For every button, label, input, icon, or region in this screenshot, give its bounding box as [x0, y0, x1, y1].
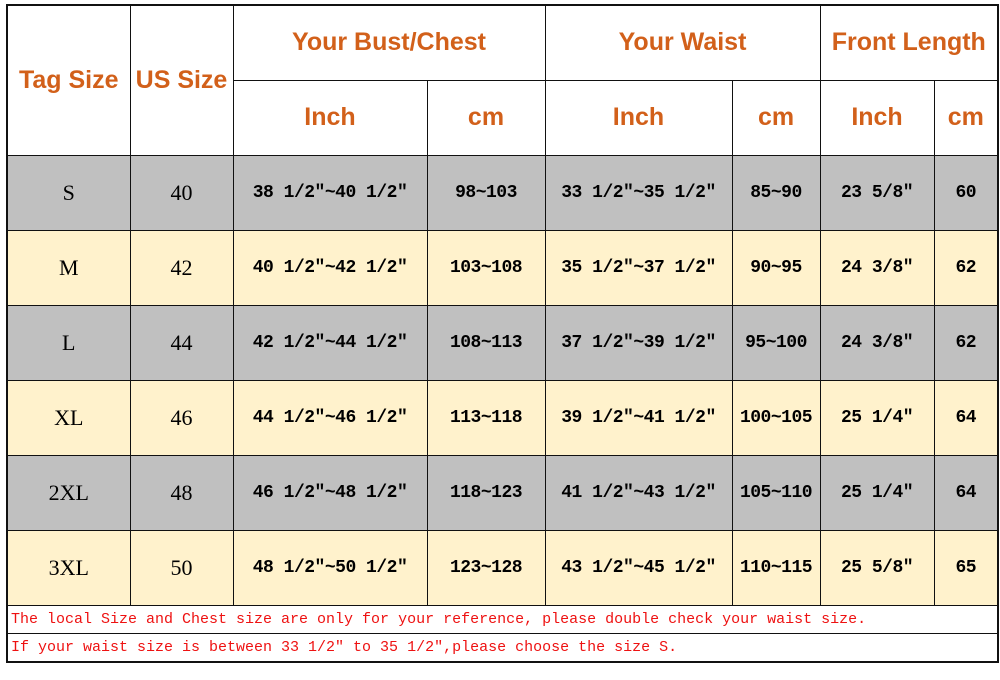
us-size-cell: 44 [129, 304, 234, 381]
waist-inch-cell: 37 1/2"~39 1/2" [544, 304, 733, 381]
length-cm-cell: 64 [933, 379, 999, 456]
waist-cm-cell: 105~110 [731, 454, 821, 531]
length-cm-cell: 62 [933, 229, 999, 306]
us-size-cell: 40 [129, 154, 234, 231]
bust-cm-cell: 113~118 [426, 379, 546, 456]
header-us-size: US Size [129, 4, 234, 156]
table-row: 2XL 48 46 1/2"~48 1/2" 118~123 41 1/2"~43 1/… [6, 454, 999, 531]
bust-cm-cell: 123~128 [426, 529, 546, 606]
length-inch-cell: 23 5/8" [819, 154, 935, 231]
us-size-cell: 42 [129, 229, 234, 306]
note-text: The local Size and Chest size are only f… [6, 604, 999, 634]
header-waist-inch: Inch [544, 79, 733, 156]
table-row: S 40 38 1/2"~40 1/2" 98~103 33 1/2"~35 1/2" 8… [6, 154, 999, 231]
bust-inch-cell: 48 1/2"~50 1/2" [232, 529, 428, 606]
length-cm-cell: 65 [933, 529, 999, 606]
bust-cm-cell: 103~108 [426, 229, 546, 306]
header-bust-cm: cm [426, 79, 546, 156]
waist-cm-cell: 90~95 [731, 229, 821, 306]
bust-cm-cell: 98~103 [426, 154, 546, 231]
tag-size-cell: XL [6, 379, 131, 456]
note-text: If your waist size is between 33 1/2" to… [6, 632, 999, 662]
tag-size-cell: L [6, 304, 131, 381]
header-waist: Your Waist [544, 4, 821, 81]
tag-size-cell: M [6, 229, 131, 306]
waist-inch-cell: 41 1/2"~43 1/2" [544, 454, 733, 531]
bust-inch-cell: 46 1/2"~48 1/2" [232, 454, 428, 531]
header-bust: Your Bust/Chest [232, 4, 546, 81]
length-cm-cell: 60 [933, 154, 999, 231]
length-inch-cell: 24 3/8" [819, 304, 935, 381]
waist-inch-cell: 33 1/2"~35 1/2" [544, 154, 733, 231]
length-cm-cell: 62 [933, 304, 999, 381]
length-inch-cell: 25 1/4" [819, 454, 935, 531]
tag-size-cell: 2XL [6, 454, 131, 531]
waist-inch-cell: 35 1/2"~37 1/2" [544, 229, 733, 306]
bust-cm-cell: 118~123 [426, 454, 546, 531]
length-inch-cell: 24 3/8" [819, 229, 935, 306]
header-length-inch: Inch [819, 79, 935, 156]
table-row: XL 46 44 1/2"~46 1/2" 113~118 39 1/2"~41 1/2… [6, 379, 999, 456]
waist-inch-cell: 43 1/2"~45 1/2" [544, 529, 733, 606]
length-cm-cell: 64 [933, 454, 999, 531]
header-waist-cm: cm [731, 79, 821, 156]
waist-inch-cell: 39 1/2"~41 1/2" [544, 379, 733, 456]
length-inch-cell: 25 1/4" [819, 379, 935, 456]
tag-size-cell: 3XL [6, 529, 131, 606]
waist-cm-cell: 95~100 [731, 304, 821, 381]
us-size-cell: 50 [129, 529, 234, 606]
table-row: 3XL 50 48 1/2"~50 1/2" 123~128 43 1/2"~45 1/… [6, 529, 999, 606]
bust-cm-cell: 108~113 [426, 304, 546, 381]
tag-size-cell: S [6, 154, 131, 231]
bust-inch-cell: 38 1/2"~40 1/2" [232, 154, 428, 231]
waist-cm-cell: 85~90 [731, 154, 821, 231]
us-size-cell: 48 [129, 454, 234, 531]
size-chart-table: Tag Size US Size Your Bust/Chest Your Wa… [6, 4, 1000, 663]
bust-inch-cell: 44 1/2"~46 1/2" [232, 379, 428, 456]
waist-cm-cell: 110~115 [731, 529, 821, 606]
header-front-length: Front Length [819, 4, 999, 81]
bust-inch-cell: 40 1/2"~42 1/2" [232, 229, 428, 306]
table-row: M 42 40 1/2"~42 1/2" 103~108 35 1/2"~37 1/2"… [6, 229, 999, 306]
header-length-cm: cm [933, 79, 999, 156]
bust-inch-cell: 42 1/2"~44 1/2" [232, 304, 428, 381]
table-row: L 44 42 1/2"~44 1/2" 108~113 37 1/2"~39 1/2"… [6, 304, 999, 381]
length-inch-cell: 25 5/8" [819, 529, 935, 606]
us-size-cell: 46 [129, 379, 234, 456]
header-bust-inch: Inch [232, 79, 428, 156]
waist-cm-cell: 100~105 [731, 379, 821, 456]
header-tag-size: Tag Size [6, 4, 131, 156]
